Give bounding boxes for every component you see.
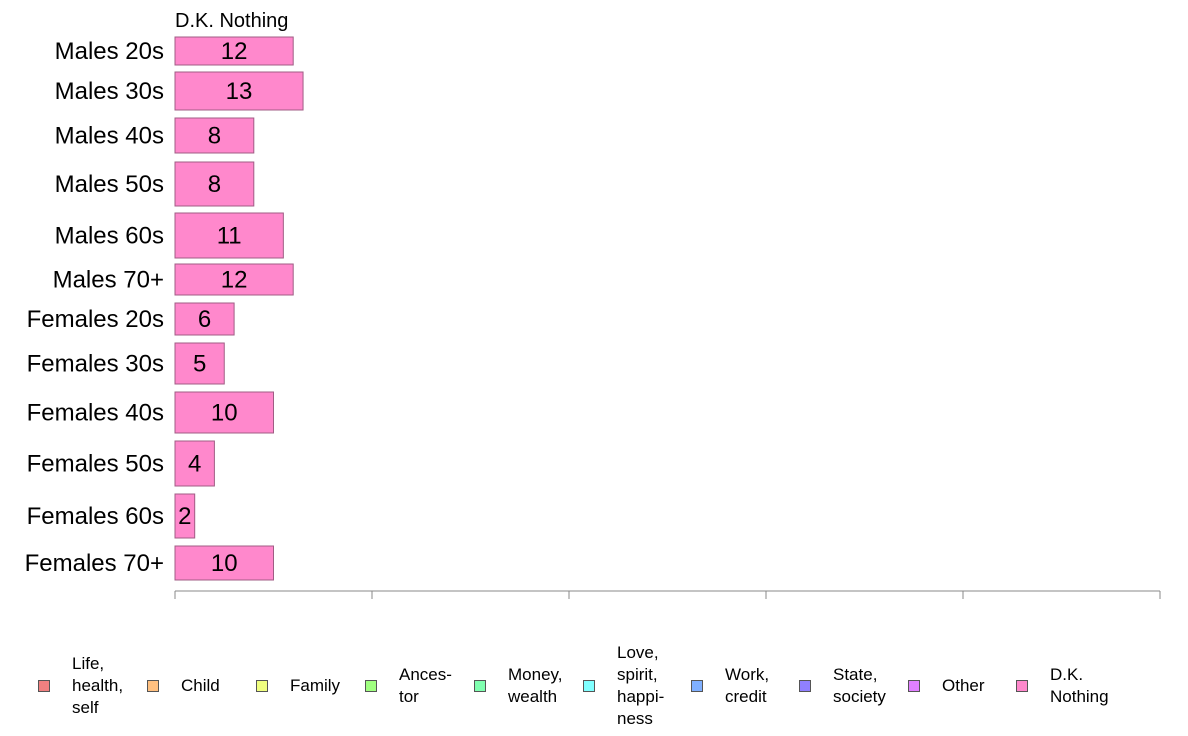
- legend-item: Love, spirit, happi- ness: [583, 640, 664, 732]
- category-label: Females 60s: [27, 503, 164, 530]
- category-label: Females 30s: [27, 351, 164, 378]
- legend-label: Family: [290, 676, 341, 695]
- legend-item: D.K. Nothing: [1016, 640, 1109, 732]
- bar: [174, 391, 274, 434]
- value-label: 5: [193, 351, 206, 378]
- category-label: Females 40s: [27, 400, 164, 427]
- legend: Life, health, self Child Family Ances- tor M…: [0, 640, 1188, 732]
- value-label: 13: [226, 78, 253, 105]
- bar: [174, 36, 294, 66]
- value-label: 10: [211, 550, 238, 577]
- value-label: 11: [217, 223, 242, 250]
- value-label: 4: [188, 451, 201, 478]
- value-label: 10: [211, 400, 238, 427]
- legend-swatch: [256, 680, 268, 692]
- legend-label: Love, spirit, happi- ness: [617, 643, 665, 728]
- bar: [174, 302, 235, 336]
- value-label: 8: [208, 123, 221, 150]
- legend-swatch: [38, 680, 50, 692]
- legend-label: Child: [181, 676, 220, 695]
- bar: [174, 161, 255, 207]
- legend-item: Work, credit: [691, 640, 769, 732]
- legend-label: Ances- tor: [399, 665, 452, 706]
- legend-item: Other: [908, 640, 985, 732]
- category-label: Males 20s: [55, 38, 164, 65]
- legend-label: D.K. Nothing: [1050, 665, 1109, 706]
- bar: [174, 263, 294, 296]
- category-label: Females 20s: [27, 306, 164, 333]
- category-label: Females 50s: [27, 451, 164, 478]
- legend-swatch: [799, 680, 811, 692]
- bars-layer: Males 20s 12 Males 30s 13 Males 40s 8 Males 50…: [25, 36, 304, 581]
- value-label: 12: [221, 38, 248, 65]
- value-label: 8: [208, 171, 221, 198]
- x-axis: 020406080100: [174, 590, 1161, 599]
- legend-swatch: [908, 680, 920, 692]
- legend-item: Child: [147, 640, 220, 732]
- legend-item: Life, health, self: [38, 640, 123, 732]
- legend-label: Work, credit: [725, 665, 770, 706]
- category-label: Males 70+: [53, 267, 164, 294]
- legend-item: Ances- tor: [365, 640, 452, 732]
- legend-swatch: [365, 680, 377, 692]
- category-label: Males 60s: [55, 223, 164, 250]
- legend-label: Other: [942, 676, 985, 695]
- legend-swatch: [474, 680, 486, 692]
- bar: [174, 493, 196, 539]
- bar: [174, 71, 304, 111]
- legend-item: Family: [256, 640, 340, 732]
- legend-swatch: [583, 680, 595, 692]
- legend-item: State, society: [799, 640, 886, 732]
- legend-swatch: [1016, 680, 1028, 692]
- bar: [174, 440, 215, 487]
- category-label: Males 50s: [55, 171, 164, 198]
- value-label: 2: [178, 503, 191, 530]
- bar: [174, 342, 225, 385]
- chart-title: D.K. Nothing: [175, 10, 288, 32]
- category-label: Males 40s: [55, 123, 164, 150]
- category-label: Males 30s: [55, 78, 164, 105]
- legend-label: State, society: [833, 665, 886, 706]
- category-label: Females 70+: [25, 550, 164, 577]
- legend-swatch: [691, 680, 703, 692]
- bar: [174, 545, 274, 581]
- legend-item: Money, wealth: [474, 640, 563, 732]
- legend-swatch: [147, 680, 159, 692]
- bar: [174, 117, 255, 154]
- value-label: 12: [221, 267, 248, 294]
- value-label: 6: [198, 306, 211, 333]
- legend-label: Money, wealth: [508, 665, 563, 706]
- bar: [174, 212, 284, 259]
- legend-label: Life, health, self: [72, 654, 124, 717]
